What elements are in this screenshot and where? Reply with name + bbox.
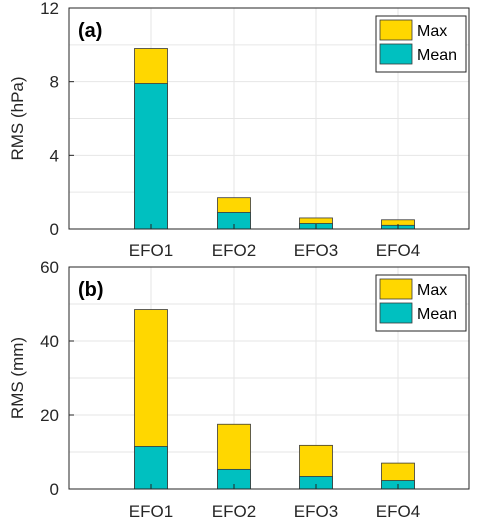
x-tick-label: EFO4 <box>376 502 420 521</box>
y-tick-label: 12 <box>40 0 59 18</box>
panel-label: (b) <box>78 279 104 301</box>
bar-mean-efo1 <box>134 446 168 490</box>
chart-panel-a: 0 4 8 12 EFO1 EFO2 EFO3 EFO4 RMS (hPa) (a) Max Mean <box>8 0 470 260</box>
x-tick-label: EFO4 <box>376 241 420 260</box>
axes-box <box>68 7 470 230</box>
y-tick-label: 60 <box>40 258 59 277</box>
x-tick-label: EFO2 <box>212 502 256 521</box>
y-axis-label: RMS (mm) <box>8 337 27 419</box>
legend-swatch-max <box>379 19 413 41</box>
legend-swatch-mean <box>379 302 413 324</box>
legend-swatch-max <box>379 278 413 300</box>
legend-label-max: Max <box>417 23 447 40</box>
y-tick-label: 40 <box>40 332 59 351</box>
y-tick-label: 8 <box>50 73 59 92</box>
x-tick-label: EFO1 <box>129 502 173 521</box>
y-tick-label: 4 <box>50 146 59 165</box>
legend-label-mean: Mean <box>417 306 457 323</box>
chart-panel-b: 0 20 40 60 EFO1 EFO2 EFO3 EFO4 RMS (mm) (b) Max Mea… <box>8 258 470 521</box>
legend: Max Mean <box>375 274 467 332</box>
y-tick-label: 0 <box>50 220 59 239</box>
legend: Max Mean <box>375 15 467 73</box>
bar-mean-efo1 <box>134 83 168 230</box>
legend-label-max: Max <box>417 282 447 299</box>
y-tick-label: 0 <box>50 480 59 499</box>
x-tick-label: EFO2 <box>212 241 256 260</box>
axes-box <box>68 266 470 490</box>
legend-swatch-mean <box>379 43 413 65</box>
y-tick-label: 20 <box>40 406 59 425</box>
y-axis-label: RMS (hPa) <box>8 76 27 160</box>
panel-label: (a) <box>78 20 102 42</box>
x-tick-label: EFO1 <box>129 241 173 260</box>
x-tick-label: EFO3 <box>294 241 338 260</box>
legend-label-mean: Mean <box>417 47 457 64</box>
x-tick-label: EFO3 <box>294 502 338 521</box>
